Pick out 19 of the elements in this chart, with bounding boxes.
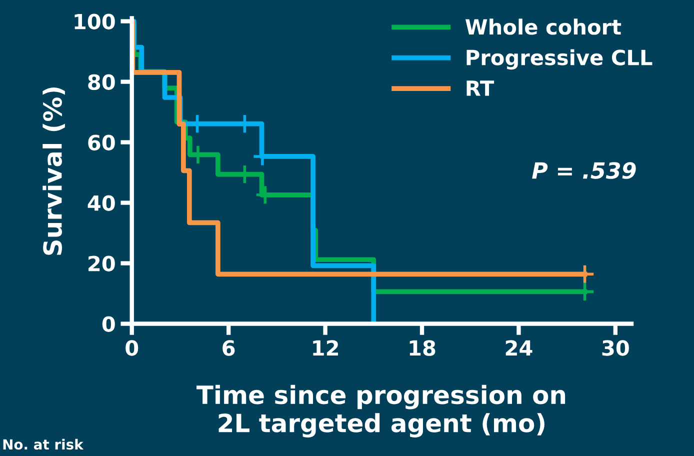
annotation: P = .539 — [532, 162, 636, 179]
y-tick-label: 0 — [102, 316, 115, 332]
y-tick-label: 80 — [88, 74, 115, 90]
x-tick-label: 18 — [410, 340, 436, 356]
x-tick-label: 30 — [602, 340, 629, 356]
y-tick-label: 60 — [88, 134, 115, 150]
x-tick-label: 12 — [313, 340, 338, 356]
y-axis-title: Survival (%) — [42, 87, 65, 255]
y-tick-label: 100 — [74, 14, 115, 30]
text: No. at risk — [3, 438, 84, 450]
x-axis-title: Time since progression on 2L targeted agent (mo) — [196, 384, 566, 438]
x-tick-label: 24 — [506, 340, 532, 356]
x-tick-label: 6 — [222, 340, 235, 356]
legend-label: Whole cohort — [465, 18, 622, 35]
legend-label: RT — [466, 80, 494, 96]
y-tick-label: 40 — [88, 195, 115, 211]
y-tick-label: 20 — [88, 256, 115, 272]
legend-label: Progressive CLL — [466, 49, 652, 70]
x-tick-label: 0 — [126, 340, 138, 356]
